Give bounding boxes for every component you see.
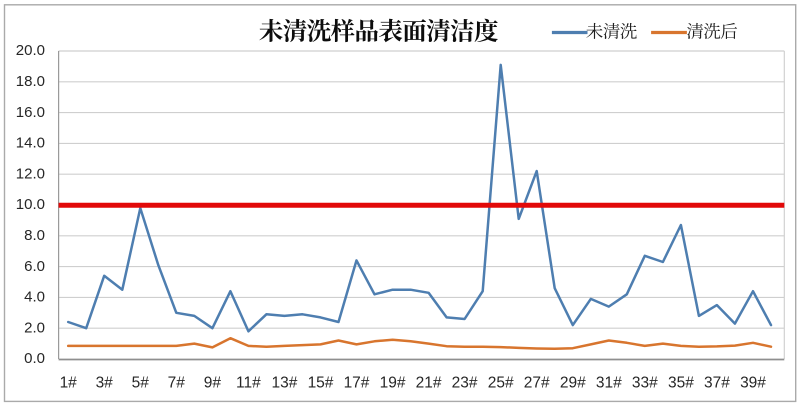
svg-text:12.0: 12.0	[16, 165, 45, 182]
svg-text:9#: 9#	[204, 374, 222, 391]
svg-text:20.0: 20.0	[16, 42, 45, 59]
svg-text:21#: 21#	[416, 374, 442, 391]
svg-text:25#: 25#	[488, 374, 514, 391]
svg-text:37#: 37#	[704, 374, 730, 391]
svg-text:33#: 33#	[632, 374, 658, 391]
svg-text:1#: 1#	[60, 374, 78, 391]
svg-text:6.0: 6.0	[24, 258, 45, 275]
svg-text:14.0: 14.0	[16, 135, 45, 152]
svg-text:3#: 3#	[96, 374, 114, 391]
svg-text:39#: 39#	[740, 374, 766, 391]
svg-text:19#: 19#	[380, 374, 406, 391]
svg-text:13#: 13#	[271, 374, 297, 391]
svg-text:35#: 35#	[668, 374, 694, 391]
svg-text:0.0: 0.0	[24, 350, 45, 367]
svg-text:23#: 23#	[452, 374, 478, 391]
svg-text:17#: 17#	[344, 374, 370, 391]
svg-text:31#: 31#	[596, 374, 622, 391]
svg-text:5#: 5#	[132, 374, 150, 391]
svg-text:7#: 7#	[168, 374, 186, 391]
svg-text:16.0: 16.0	[16, 104, 45, 121]
svg-text:15#: 15#	[308, 374, 334, 391]
svg-text:2.0: 2.0	[24, 319, 45, 336]
svg-text:29#: 29#	[560, 374, 586, 391]
svg-text:11#: 11#	[236, 374, 261, 391]
svg-text:4.0: 4.0	[24, 289, 45, 306]
svg-text:18.0: 18.0	[16, 73, 45, 90]
svg-text:27#: 27#	[524, 374, 550, 391]
svg-text:10.0: 10.0	[16, 196, 45, 213]
svg-text:8.0: 8.0	[24, 227, 45, 244]
